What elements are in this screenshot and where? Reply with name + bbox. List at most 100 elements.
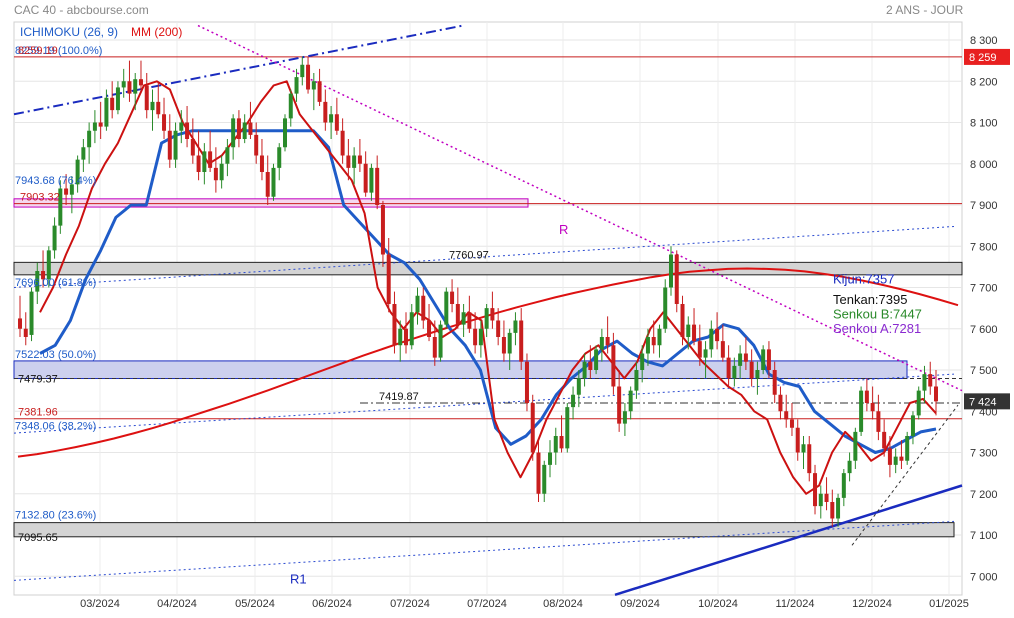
candle-body [115,87,120,111]
candle-body [876,411,881,432]
candle-body [133,79,138,94]
legend-ichimoku: ICHIMOKU (26, 9) [20,25,119,39]
candle-body [444,291,449,325]
candle-body [162,114,167,131]
y-tick-label: 7 300 [970,448,998,460]
price-badge [964,393,1010,410]
candle-body [628,390,633,412]
x-tick-label: 06/2024 [312,598,352,610]
series-tenkan [39,80,937,495]
level-label: 7903.32 [20,192,60,204]
candle-body [599,337,604,350]
candle-body [859,390,864,432]
candles [18,56,938,527]
candle-body [415,295,420,313]
candle-body [640,353,645,370]
candle-body [127,81,132,94]
candle-body [893,456,898,465]
candle-body [588,361,593,370]
candle-body [306,64,311,90]
price-badge-label: 7 424 [969,396,997,408]
fib-label: 7943.68 (76.4%) [15,175,96,187]
y-tick-label: 7 700 [970,283,998,295]
candle-body [542,464,547,494]
candle-body [150,101,155,111]
candle-body [847,460,852,474]
candle-body [864,390,869,403]
candle-body [761,349,766,370]
x-tick-label: 10/2024 [698,598,738,610]
x-tick-label: 07/2024 [390,598,430,610]
candle-body [403,328,408,346]
y-tick-label: 7 500 [970,365,998,377]
candle-body [703,349,708,358]
candle-body [899,456,904,461]
zones [13,198,963,538]
fib-label: 7132.80 (23.6%) [15,509,96,521]
candle-body [674,254,679,304]
candle-body [928,374,933,387]
candle-body [789,419,794,428]
y-tick-label: 8 000 [970,159,998,171]
candle-body [231,118,236,148]
candle-body [190,139,195,156]
candle-body [69,184,74,195]
candle-body [784,411,789,420]
candle-body [524,361,529,403]
candle-body [910,415,915,436]
candle-body [409,312,414,346]
support-R1-line [614,484,963,597]
candle-body [98,122,103,127]
candle-body [58,188,63,226]
candle-body [645,337,650,354]
y-tick-label: 8 300 [970,35,998,47]
candle-body [283,118,288,148]
trendlines [13,24,963,597]
resistance-R-line [197,24,963,392]
candle-body [795,427,800,453]
candle-body [29,291,34,335]
candle-body [634,370,639,391]
candle-body [461,312,466,325]
candle-body [686,324,691,337]
y-tick-label: 7 000 [970,571,998,583]
candle-body [213,167,218,181]
candle-body [565,407,570,449]
candle-body [185,122,190,139]
candle-body [519,320,524,362]
candle-body [277,147,282,168]
candle-body [450,291,455,304]
readout-tenkan: Tenkan:7395 [833,292,907,307]
candle-body [743,353,748,362]
candle-body [887,448,892,465]
resistance-zone [13,261,963,276]
level-label: 8259.19 [18,45,58,57]
candle-body [720,341,725,358]
candle-body [202,151,207,172]
candle-body [611,345,616,387]
candle-body [380,205,385,255]
candle-body [853,431,858,461]
x-tick-label: 04/2024 [157,598,197,610]
candle-body [300,64,305,78]
level-label: 7095.65 [18,532,58,544]
candle-body [104,97,109,127]
fib-label: 7348.06 (38.2%) [15,421,96,433]
fib-zone-76 [13,198,529,208]
candle-body [553,436,558,453]
candle-body [259,155,264,172]
candle-body [179,122,184,131]
candle-body [582,361,587,379]
candle-body [622,411,627,424]
candle-body [173,130,178,160]
candle-body [778,394,783,412]
candle-body [830,502,835,519]
candle-body [680,304,685,337]
candle-body [772,370,777,395]
candle-body [23,328,28,337]
channel-lower-dotted [13,520,955,581]
instrument-title: CAC 40 - abcbourse.com [14,3,149,17]
candle-body [75,159,80,185]
